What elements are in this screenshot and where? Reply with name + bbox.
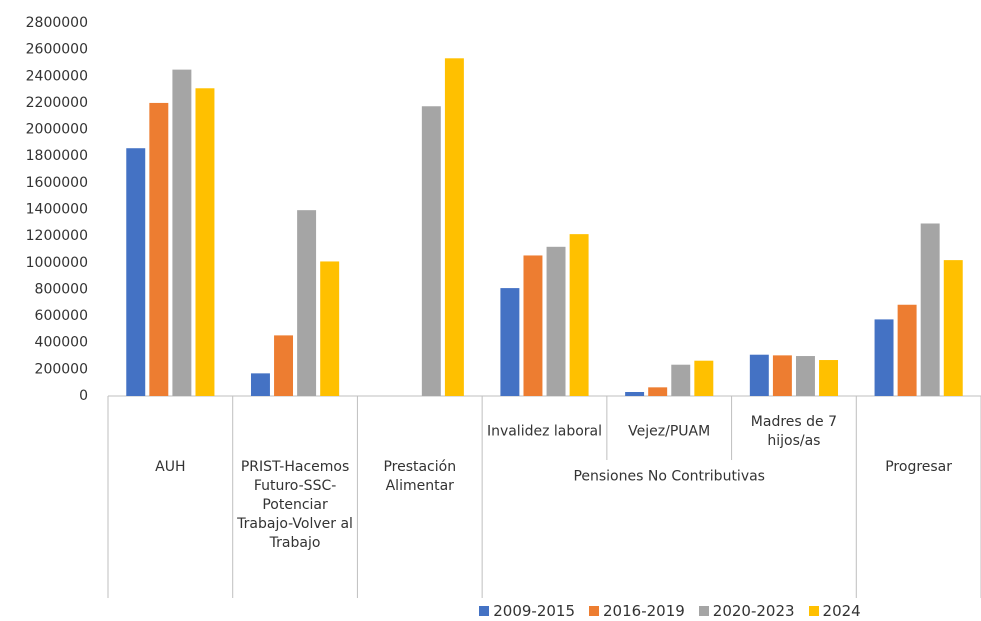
bar <box>297 210 317 396</box>
bar <box>546 246 566 396</box>
legend-item: 2009-2015 <box>479 602 575 620</box>
y-tick-label: 400000 <box>35 335 88 351</box>
x-tick-label: Prestación Alimentar <box>383 459 457 494</box>
bar <box>250 373 270 396</box>
legend-label: 2020-2023 <box>712 602 795 620</box>
bar <box>772 355 792 396</box>
bar <box>126 148 146 396</box>
bar <box>874 319 894 396</box>
bar <box>897 304 917 396</box>
y-tick-label: 1200000 <box>26 228 88 244</box>
bar <box>920 223 940 396</box>
bar <box>569 234 589 396</box>
legend-swatch <box>808 606 819 616</box>
bar <box>625 392 645 396</box>
legend-swatch <box>479 606 490 616</box>
bar <box>523 255 543 396</box>
legend-label: 2024 <box>822 602 861 620</box>
y-tick-label: 2000000 <box>26 122 88 138</box>
y-tick-label: 600000 <box>35 308 88 324</box>
group-label: Pensiones No Contributivas <box>573 468 765 485</box>
y-tick-label: 200000 <box>35 361 88 377</box>
bar <box>149 102 169 396</box>
y-tick-label: 1000000 <box>26 255 88 271</box>
x-tick-label: Progresar <box>885 459 953 475</box>
legend-item: 2020-2023 <box>698 602 795 620</box>
bar <box>421 106 441 397</box>
bar <box>819 360 839 396</box>
y-tick-label: 0 <box>79 388 88 404</box>
legend-swatch <box>589 606 600 616</box>
y-tick-label: 2400000 <box>26 68 88 84</box>
y-tick-label: 1600000 <box>26 175 88 191</box>
bar <box>274 335 294 396</box>
legend-item: 2024 <box>808 602 861 620</box>
x-tick-label: AUH <box>155 459 186 475</box>
bar <box>671 364 691 396</box>
bar <box>943 260 963 396</box>
bar <box>694 360 714 396</box>
x-tick-label: Invalidez laboral <box>486 423 603 440</box>
x-tick-label: Vejez/PUAM <box>628 423 711 440</box>
bar <box>320 261 340 396</box>
y-tick-label: 2800000 <box>26 15 88 31</box>
bar <box>195 88 215 397</box>
bar <box>795 356 815 396</box>
legend: 2009-2015 2016-2019 2020-2023 2024 <box>300 602 981 620</box>
legend-item: 2016-2019 <box>589 602 685 620</box>
legend-label: 2016-2019 <box>603 602 685 620</box>
legend-swatch <box>698 606 709 616</box>
bar <box>172 69 192 396</box>
y-tick-label: 2200000 <box>26 95 88 111</box>
bar <box>648 387 668 396</box>
y-tick-label: 800000 <box>35 281 88 297</box>
x-tick-label: Madres de 7 hijos/as <box>750 414 838 449</box>
legend-label: 2009-2015 <box>493 602 576 620</box>
bar <box>500 288 520 396</box>
bar <box>749 354 769 396</box>
x-tick-label: PRIST-Hacemos Futuro-SSC-Potenciar Traba… <box>237 459 353 551</box>
bar <box>444 58 464 396</box>
y-tick-label: 1800000 <box>26 148 88 164</box>
y-tick-label: 1400000 <box>26 202 88 218</box>
y-tick-label: 2600000 <box>26 42 88 58</box>
